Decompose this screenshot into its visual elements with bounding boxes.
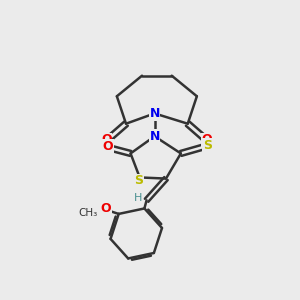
Text: O: O: [100, 202, 111, 215]
Text: S: S: [203, 139, 212, 152]
Text: O: O: [101, 133, 112, 146]
Text: N: N: [149, 107, 160, 120]
Text: O: O: [202, 133, 212, 146]
Text: CH₃: CH₃: [78, 208, 98, 218]
Text: S: S: [134, 174, 143, 188]
Text: H: H: [134, 193, 142, 203]
Text: N: N: [149, 130, 160, 143]
Text: O: O: [102, 140, 113, 153]
